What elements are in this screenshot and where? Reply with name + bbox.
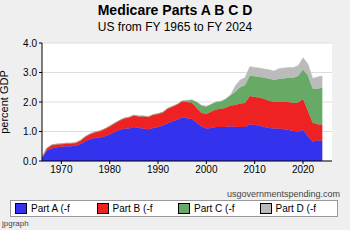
html-text:usgovernmentspending.com: usgovernmentspending.com (226, 189, 340, 199)
svg-text:1970: 1970 (50, 164, 73, 175)
html-text:Medicare Parts A B C D: Medicare Parts A B C D (97, 2, 253, 18)
html-text:Part A (-f: Part A (-f (31, 203, 70, 214)
svg-text:1990: 1990 (147, 164, 170, 175)
html-text:US from FY 1965 to FY 2024: US from FY 1965 to FY 2024 (97, 20, 253, 34)
svg-text:2010: 2010 (244, 164, 267, 175)
svg-text:percent GDP: percent GDP (8, 70, 10, 134)
svg-text:2020: 2020 (292, 164, 315, 175)
svg-text:1.0: 1.0 (23, 126, 37, 137)
svg-text:3.0: 3.0 (23, 67, 37, 78)
svg-text:2.0: 2.0 (23, 97, 37, 108)
svg-text:2000: 2000 (195, 164, 218, 175)
html-text:Part B (-f: Part B (-f (112, 203, 153, 214)
svg-text:0.0: 0.0 (23, 156, 37, 167)
svg-text:1980: 1980 (99, 164, 122, 175)
svg-text:4.0: 4.0 (23, 38, 37, 49)
html-text:jpgraph: jpgraph (2, 219, 29, 228)
html-text:Part C (-f: Part C (-f (194, 203, 235, 214)
html-text:Part D (-f: Part D (-f (275, 203, 317, 214)
